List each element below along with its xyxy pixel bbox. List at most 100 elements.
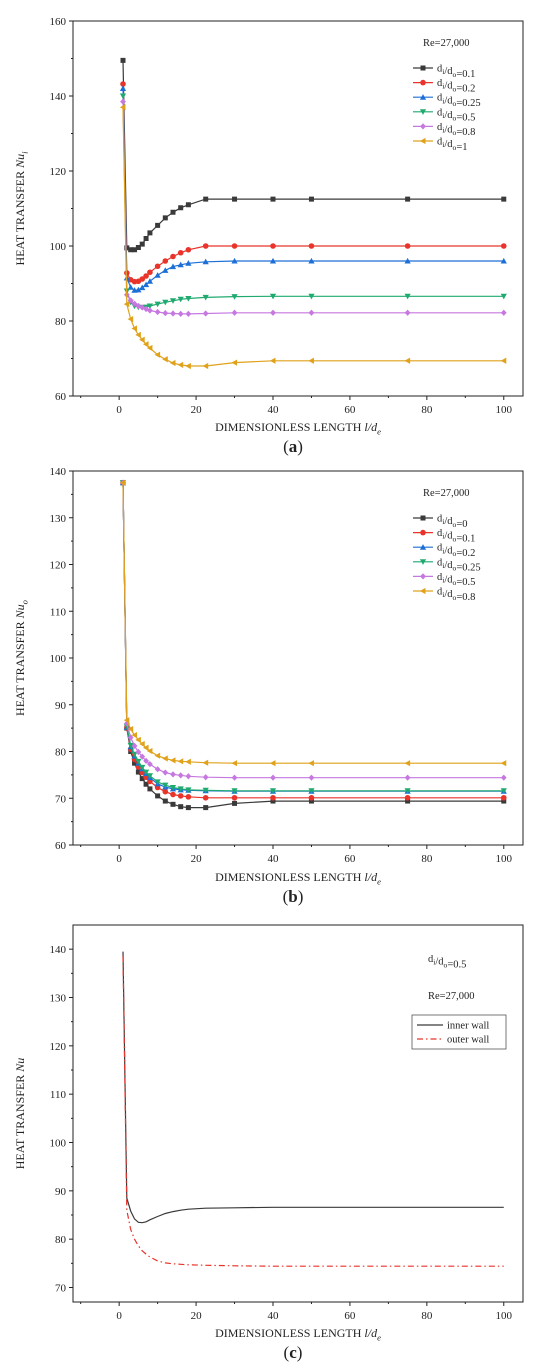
- data-point: [269, 760, 276, 767]
- legend-marker: [419, 137, 426, 145]
- data-point: [177, 296, 184, 303]
- data-point: [404, 293, 411, 300]
- y-tick-label: 160: [50, 16, 67, 28]
- data-point: [185, 310, 192, 317]
- data-point: [139, 776, 145, 782]
- data-point: [169, 298, 177, 304]
- data-point: [308, 794, 315, 801]
- data-point: [500, 357, 507, 364]
- data-point: [170, 791, 176, 798]
- data-point: [231, 243, 238, 249]
- legend-label: di/do=0: [437, 514, 467, 530]
- data-point: [404, 774, 411, 781]
- legend-marker: [420, 529, 426, 536]
- data-point: [162, 782, 169, 789]
- data-point: [202, 794, 209, 801]
- legend-label: di/do=0.5: [437, 572, 475, 588]
- data-point: [154, 351, 161, 358]
- data-point: [147, 307, 153, 314]
- legend-label: di/do=0.25: [437, 557, 481, 573]
- data-point: [405, 798, 411, 804]
- data-point: [169, 263, 177, 270]
- series-line-4: [122, 482, 504, 792]
- data-point: [120, 81, 126, 87]
- x-tick-label: 40: [268, 404, 280, 416]
- data-point: [169, 757, 176, 764]
- data-point: [146, 278, 154, 284]
- y-tick-label: 90: [55, 700, 67, 712]
- data-point: [119, 93, 127, 100]
- data-point: [139, 336, 145, 343]
- chart-panel-1: 60 80 100 120 140 160 0 20 40 60 80 100 DIMENSIONLES…: [13, 16, 524, 456]
- series-line-1: [122, 951, 504, 1224]
- y-axis-label: HEAT TRANSFER Nuo: [13, 599, 29, 716]
- data-point: [143, 236, 149, 241]
- data-point: [405, 196, 411, 202]
- y-tick-label: 120: [50, 166, 67, 178]
- data-point: [177, 786, 184, 792]
- data-point: [154, 263, 161, 270]
- legend-box: [411, 1014, 507, 1050]
- data-point: [132, 760, 138, 766]
- legend-marker: [419, 544, 427, 550]
- data-point: [308, 257, 315, 264]
- data-point: [123, 301, 130, 308]
- x-tick-label: 80: [421, 1310, 433, 1322]
- data-point: [131, 751, 138, 758]
- data-point: [170, 209, 176, 215]
- data-point: [185, 794, 192, 800]
- y-tick-label: 60: [55, 840, 67, 852]
- data-point: [131, 742, 138, 749]
- data-point: [203, 196, 209, 202]
- legend-marker: [419, 94, 427, 100]
- data-point: [202, 774, 209, 781]
- x-axis-label: DIMENSIONLESS LENGTH l/de: [215, 1326, 381, 1342]
- panel-label: (b): [283, 887, 304, 906]
- data-point: [308, 357, 314, 364]
- data-point: [162, 267, 169, 273]
- data-point: [232, 196, 238, 202]
- data-point: [500, 257, 507, 264]
- x-tick-label: 60: [344, 1310, 356, 1322]
- data-point: [202, 787, 209, 794]
- x-tick-label: 100: [496, 1310, 513, 1322]
- data-point: [146, 344, 153, 352]
- panel-label: (c): [284, 1343, 303, 1362]
- legend-label: di/do=0.1: [437, 64, 475, 80]
- data-point: [147, 761, 153, 768]
- data-point: [162, 788, 169, 795]
- data-point: [154, 779, 161, 785]
- legend-label: di/do=1: [437, 137, 467, 153]
- x-tick-label: 20: [191, 404, 203, 416]
- data-point: [269, 257, 277, 264]
- y-tick-label: 100: [50, 653, 67, 665]
- y-tick-label: 90: [55, 1186, 67, 1198]
- data-point: [162, 798, 168, 804]
- y-tick-label: 140: [50, 91, 67, 103]
- data-point: [270, 309, 276, 316]
- data-point: [154, 752, 161, 759]
- y-axis-label: HEAT TRANSFER Nui: [13, 151, 29, 266]
- data-point: [270, 196, 276, 202]
- x-tick-label: 0: [116, 853, 122, 865]
- data-point: [146, 773, 154, 779]
- data-point: [500, 774, 507, 781]
- data-point: [404, 788, 411, 794]
- x-tick-label: 40: [268, 1310, 280, 1322]
- annotation: Re=27,000: [423, 488, 469, 499]
- legend-label: di/do=0.2: [437, 78, 475, 94]
- data-point: [404, 760, 411, 767]
- data-point: [501, 196, 507, 202]
- data-point: [127, 742, 134, 749]
- y-tick-label: 100: [50, 241, 67, 253]
- data-point: [170, 771, 176, 778]
- data-point: [177, 758, 184, 765]
- data-point: [142, 769, 150, 776]
- legend-marker: [420, 65, 426, 71]
- data-point: [404, 243, 411, 249]
- data-point: [269, 293, 277, 300]
- data-point: [131, 732, 138, 739]
- y-tick-label: 70: [55, 793, 67, 805]
- data-point: [177, 772, 184, 779]
- data-point: [169, 359, 176, 367]
